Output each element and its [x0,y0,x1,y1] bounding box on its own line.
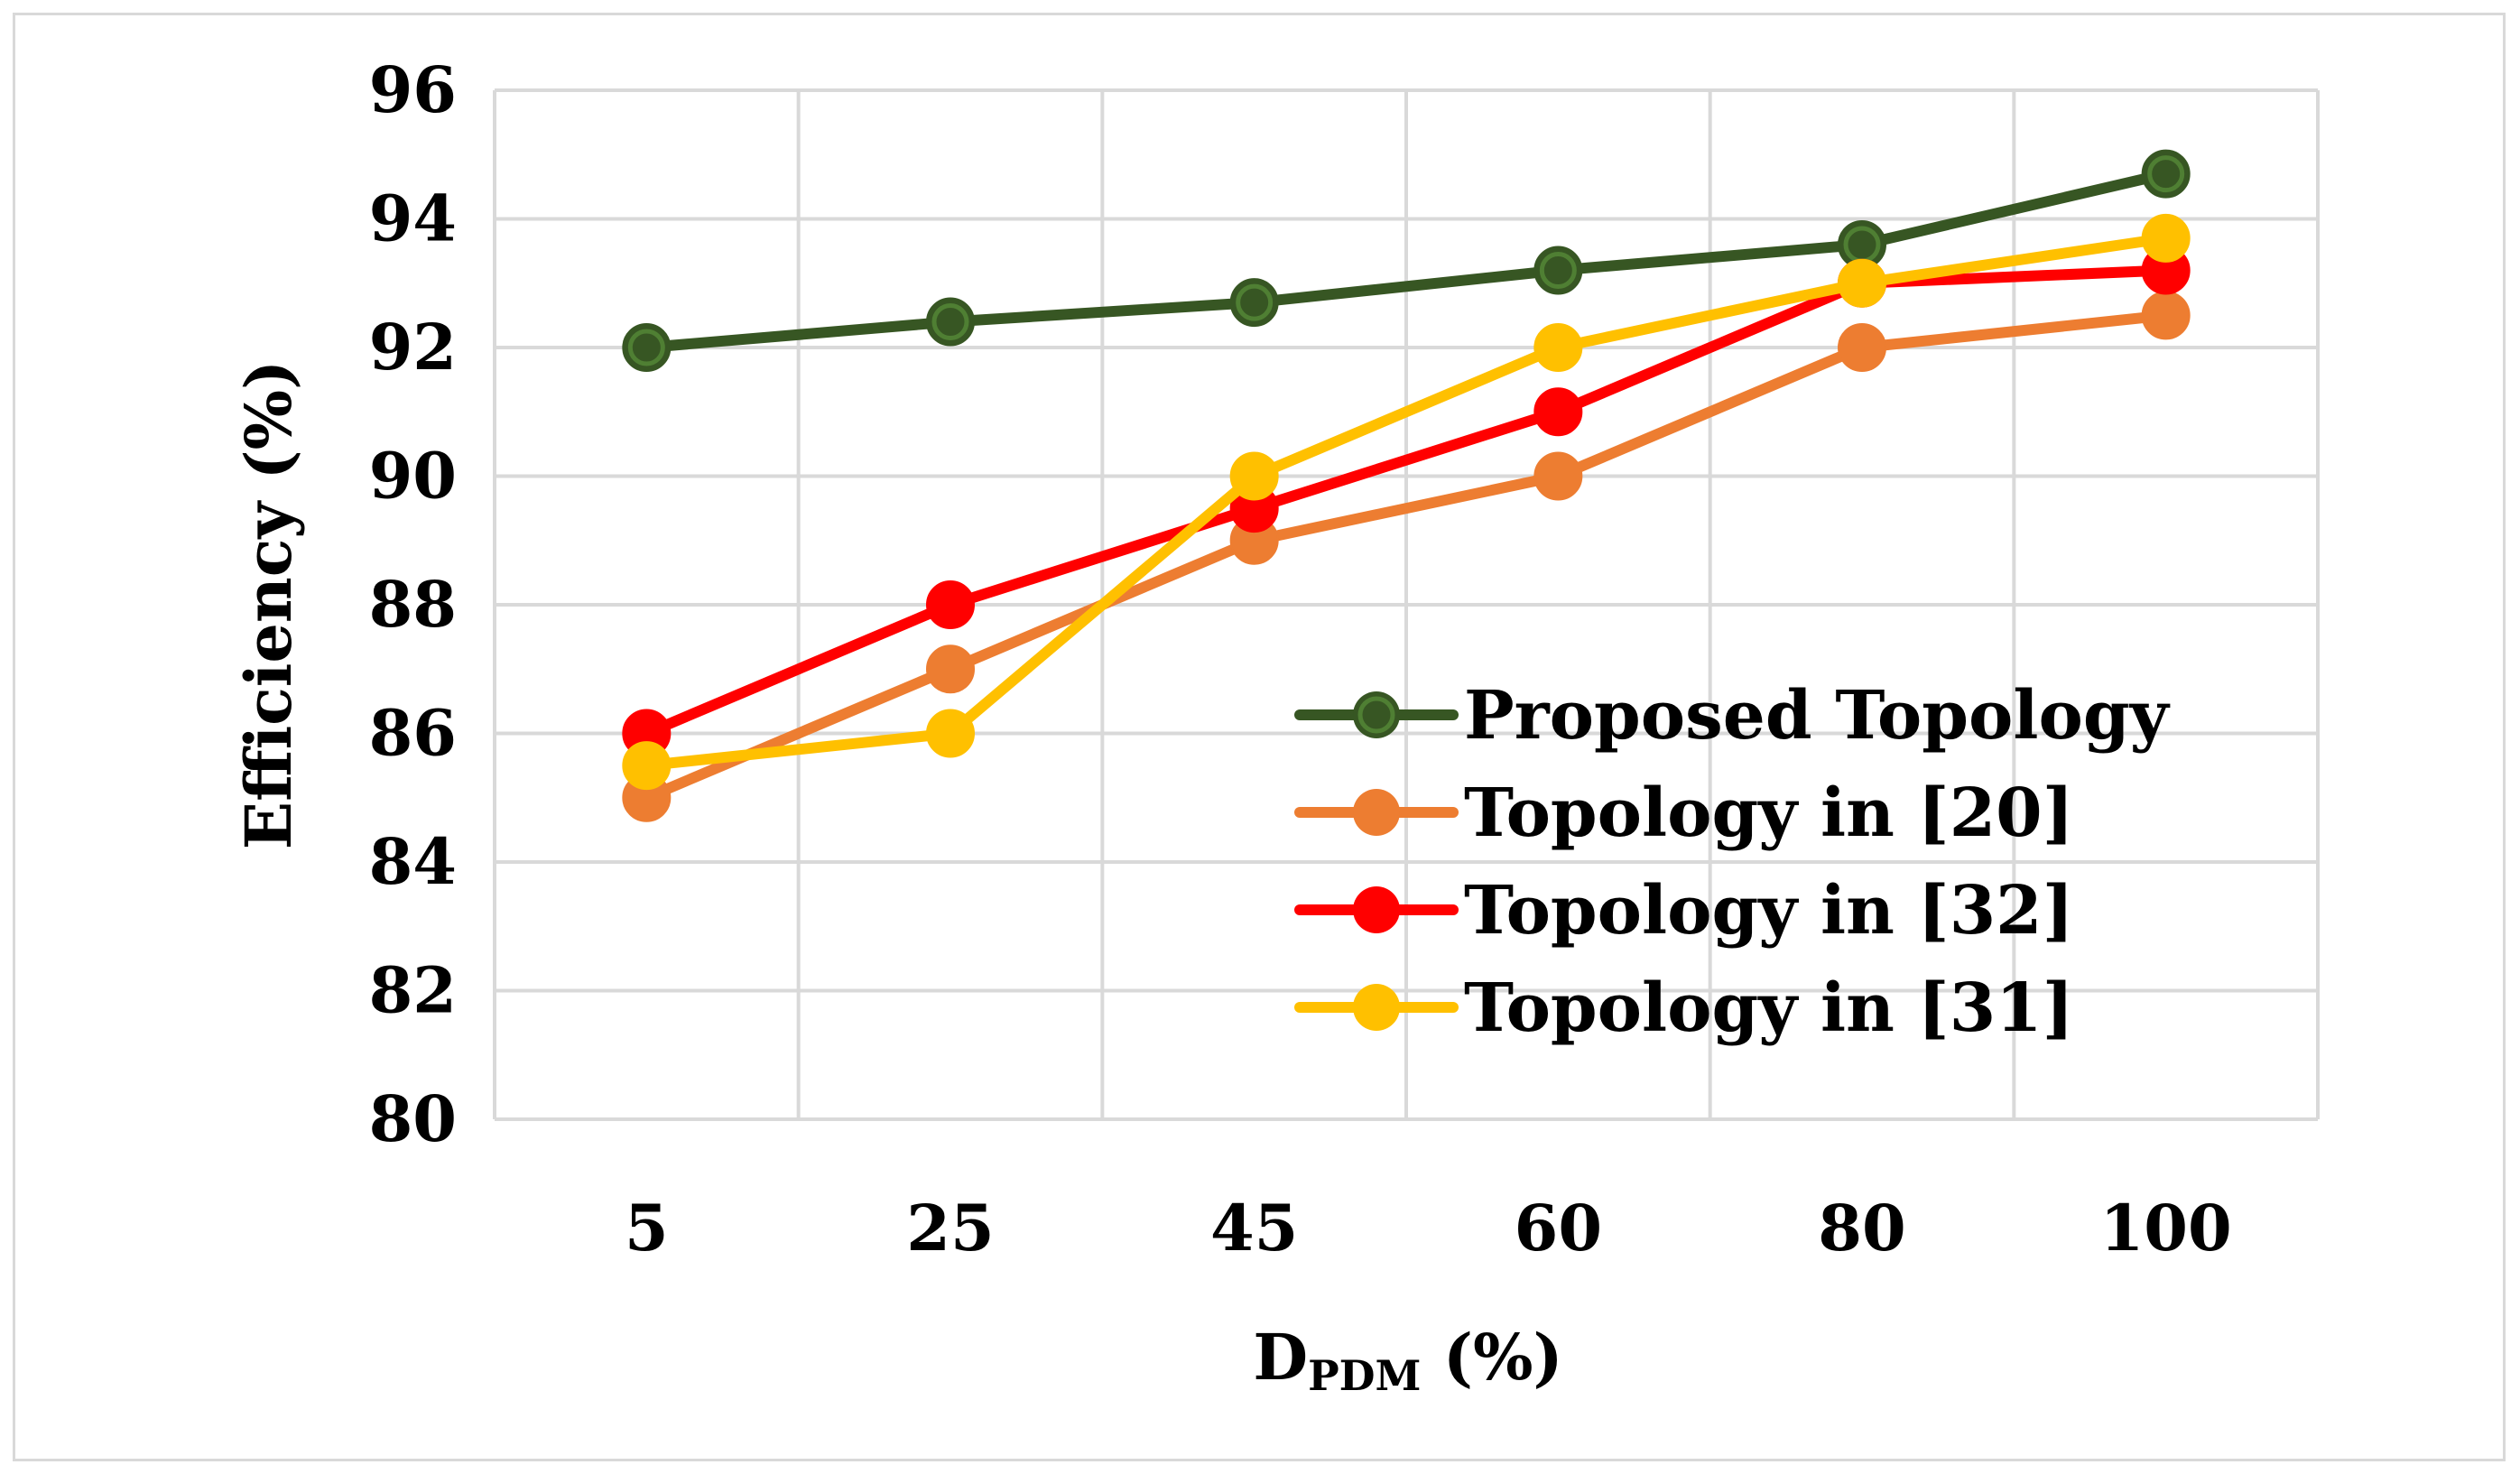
y-tick-label: 80 [369,1081,457,1156]
legend-label: Proposed Topology [1464,677,2171,755]
data-point [1533,387,1583,437]
x-axis-title-main: D [1253,1320,1308,1395]
data-point-ring [1539,252,1577,289]
legend-entry: Topology in [32] [1294,872,2074,950]
y-tick-label: 90 [369,439,457,514]
x-axis-title-subscript: PDM [1308,1351,1421,1400]
x-tick-labels: 5 25 45 60 80 100 [625,1191,2232,1265]
grid-lines [493,88,2320,1119]
y-tick-label: 84 [369,824,457,899]
y-tick-label: 86 [369,696,457,771]
data-point [926,580,975,629]
series-1 [622,149,2191,372]
legend: Proposed Topology Topology in [20] Topolog… [1294,677,2171,1047]
series-line [641,310,2172,803]
data-point [1838,323,1886,372]
data-point [1533,323,1583,372]
series-2 [622,291,2191,822]
data-point-ring [1236,283,1274,321]
y-tick-label: 94 [369,181,457,256]
data-point-ring [627,329,665,366]
x-axis-title-suffix: (%) [1421,1320,1562,1395]
x-tick-label: 60 [1515,1191,1602,1265]
y-tick-label: 96 [369,52,457,127]
y-tick-label: 88 [369,567,457,642]
series-lines [622,149,2191,822]
data-point-ring [931,303,969,340]
legend-entry: Topology in [31] [1294,969,2074,1047]
x-tick-label: 45 [1210,1191,1298,1265]
legend-label: Topology in [31] [1464,969,2074,1047]
legend-label: Topology in [32] [1464,872,2074,950]
x-tick-label: 100 [2100,1191,2232,1265]
series-4 [622,213,2191,791]
legend-marker [1353,886,1400,933]
y-tick-label: 92 [369,310,457,385]
data-point [2141,291,2191,340]
y-tick-label: 82 [369,953,457,1028]
x-axis-title: DPDM (%) [1253,1320,1562,1400]
series-line [641,232,2172,772]
x-tick-label: 25 [906,1191,994,1265]
x-tick-label: 80 [1818,1191,1905,1265]
data-point [1229,451,1279,501]
y-tick-labels: 80 82 84 86 88 90 92 94 96 [369,52,457,1156]
legend-marker-ring [1357,696,1395,734]
x-tick-label: 5 [625,1191,669,1265]
data-point [1838,258,1886,308]
legend-entry: Proposed Topology [1294,677,2171,755]
y-axis-title: Efficiency (%) [231,360,306,849]
series-line [641,168,2172,353]
legend-marker [1353,789,1400,836]
data-point [2141,213,2191,263]
legend-label: Topology in [20] [1464,774,2074,852]
legend-entry: Topology in [20] [1294,774,2074,852]
data-point [926,644,975,694]
data-point [926,709,975,758]
legend-marker [1353,984,1400,1031]
data-point-ring [2147,155,2185,193]
data-point [622,741,672,791]
data-point [1533,451,1583,501]
